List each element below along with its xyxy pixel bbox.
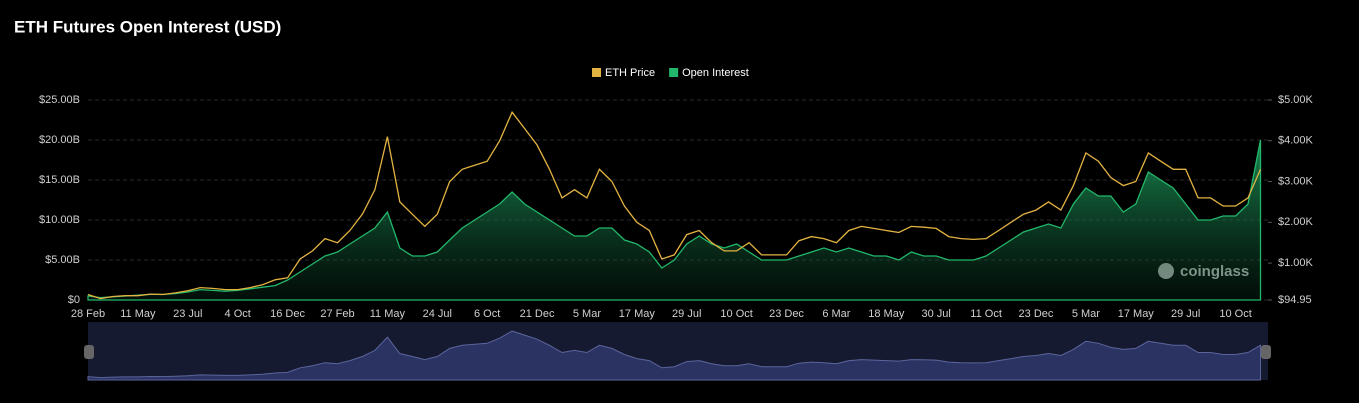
x-tick-label: 29 Jul — [672, 308, 701, 320]
x-tick-label: 21 Dec — [520, 308, 555, 320]
x-tick-label: 18 May — [868, 308, 905, 320]
y-tick-label: $20.00B — [39, 134, 80, 146]
x-tick-label: 17 May — [619, 308, 656, 320]
y2-tick-label: $2.00K — [1278, 216, 1314, 228]
x-tick-label: 11 May — [370, 308, 406, 320]
x-tick-label: 27 Feb — [320, 308, 354, 320]
navigator-area — [87, 330, 1262, 381]
x-tick-label: 29 Jul — [1171, 308, 1200, 320]
x-tick-label: 23 Dec — [769, 308, 804, 320]
price-line — [87, 110, 1262, 300]
x-tick-label: 16 Dec — [270, 308, 305, 320]
y-tick-label: $0 — [68, 294, 80, 306]
x-tick-label: 23 Jul — [173, 308, 202, 320]
x-tick-label: 28 Feb — [71, 308, 105, 320]
x-tick-label: 10 Oct — [720, 308, 752, 320]
x-tick-label: 5 Mar — [1072, 308, 1100, 320]
y2-tick-label: $1.00K — [1278, 257, 1314, 269]
y-tick-label: $25.00B — [39, 94, 80, 106]
navigator-handle[interactable] — [1261, 345, 1271, 359]
y2-tick-label: $5.00K — [1278, 94, 1314, 106]
y2-tick-label: $4.00K — [1278, 135, 1314, 147]
x-tick-label: 6 Oct — [474, 308, 500, 320]
legend-swatch — [592, 68, 601, 77]
y2-tick-label: $94.95 — [1278, 294, 1312, 306]
x-tick-label: 23 Dec — [1019, 308, 1054, 320]
oi-area — [87, 139, 1262, 301]
x-tick-label: 11 May — [120, 308, 156, 320]
legend-label: ETH Price — [605, 67, 655, 79]
x-tick-label: 5 Mar — [573, 308, 601, 320]
legend-label: Open Interest — [682, 67, 749, 79]
y-tick-label: $5.00B — [45, 254, 80, 266]
navigator-handle[interactable] — [84, 345, 94, 359]
x-tick-label: 30 Jul — [922, 308, 951, 320]
x-tick-label: 4 Oct — [225, 308, 251, 320]
legend-swatch — [669, 68, 679, 77]
y-tick-label: $10.00B — [39, 214, 80, 226]
y-tick-label: $15.00B — [39, 174, 80, 186]
chart-title: ETH Futures Open Interest (USD) — [14, 17, 281, 36]
x-tick-label: 6 Mar — [822, 308, 850, 320]
x-tick-label: 17 May — [1118, 308, 1155, 320]
x-tick-label: 10 Oct — [1219, 308, 1251, 320]
x-tick-label: 24 Jul — [423, 308, 452, 320]
x-tick-label: 11 Oct — [970, 308, 1002, 320]
y2-tick-label: $3.00K — [1278, 175, 1314, 187]
